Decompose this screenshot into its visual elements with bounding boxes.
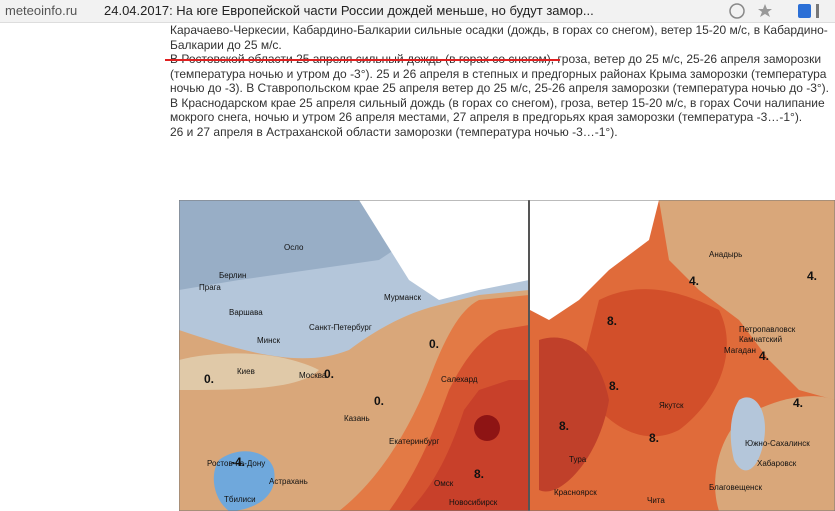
map-label: -4. — [231, 455, 245, 469]
map-label: Екатеринбург — [389, 437, 439, 446]
map-label: 4. — [689, 274, 699, 288]
tab-title[interactable]: 24.04.2017: На юге Европейской части Рос… — [104, 3, 594, 18]
map-label: 8. — [649, 431, 659, 445]
map-label: Санкт-Петербург — [309, 323, 372, 332]
map-label: Хабаровск — [757, 459, 797, 468]
map-label: 0. — [374, 394, 384, 408]
map-label: Варшава — [229, 308, 263, 317]
map-label: Красноярск — [554, 488, 597, 497]
map-label: Камчатский — [739, 335, 782, 344]
map-label: Петропавловск — [739, 325, 796, 334]
map-label: Тура — [569, 455, 587, 464]
map-label: 0. — [429, 337, 439, 351]
icons — [729, 3, 819, 19]
map-label: Новосибирск — [449, 498, 498, 507]
map-label: Якутск — [659, 401, 684, 410]
map-label: Омск — [434, 479, 454, 488]
map-label: Астрахань — [269, 477, 308, 486]
article-line: В Краснодарском крае 25 апреля сильный д… — [170, 95, 825, 110]
article: Карачаево-Черкесии, Кабардино-Балкарии с… — [170, 23, 829, 139]
map-label: Чита — [647, 496, 665, 505]
red-underline — [165, 59, 560, 61]
map-label: Осло — [284, 243, 304, 252]
map-label: 0. — [324, 367, 334, 381]
map-label: Москва — [299, 371, 327, 380]
map-label: 8. — [474, 467, 484, 481]
map-label: 0. — [204, 372, 214, 386]
map-label: 8. — [559, 419, 569, 433]
article-line: Балкарии до 25 м/с. — [170, 37, 282, 52]
map-label: Южно-Сахалинск — [745, 439, 810, 448]
map-label: 8. — [609, 379, 619, 393]
site[interactable]: meteoinfo.ru — [5, 3, 78, 18]
map-label: 4. — [759, 349, 769, 363]
map-label: Анадырь — [709, 250, 742, 259]
map-label: 4. — [793, 396, 803, 410]
article-line: 26 и 27 апреля в Астраханской области за… — [170, 124, 618, 139]
map-label: Прага — [199, 283, 221, 292]
weather-map: Осло Берлин Прага Варшава Минск Санкт-Петербу… — [179, 200, 835, 511]
map-label: Казань — [344, 414, 370, 423]
article-line: ночью до -3). В Ставропольском крае 25 а… — [170, 81, 830, 95]
article-line: (температура ночью и утром до -3°). 25 и… — [170, 66, 827, 81]
map-label: Минск — [257, 336, 281, 345]
map-label: Магадан — [724, 346, 756, 355]
map-label: Берлин — [219, 271, 246, 280]
map-label: Благовещенск — [709, 483, 762, 492]
map-label: 8. — [607, 314, 617, 328]
map-label: Мурманск — [384, 293, 421, 302]
map-label: Тбилиси — [224, 495, 256, 504]
map-label: Ростов-на-Дону — [207, 459, 265, 468]
article-line: Карачаево-Черкесии, Кабардино-Балкарии с… — [170, 23, 828, 37]
map-label: Киев — [237, 367, 255, 376]
browser-bar: meteoinfo.ru 24.04.2017: На юге Европейс… — [0, 0, 835, 23]
article-line: мокрого снега, ночью и утром 26 апреля м… — [170, 110, 803, 124]
map-label: Салехард — [441, 375, 478, 384]
map-label: 4. — [807, 269, 817, 283]
